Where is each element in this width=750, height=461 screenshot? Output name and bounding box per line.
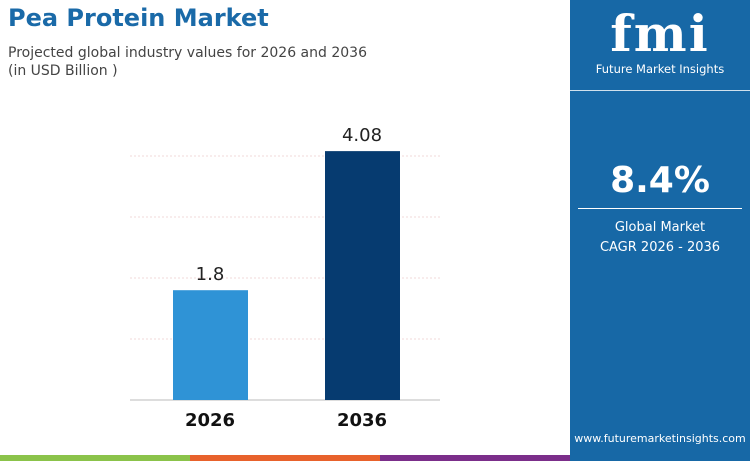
cagr-value: 8.4% [610,160,710,201]
bar-2026 [173,290,248,400]
subtitle-line-2: (in USD Billion ) [8,63,118,79]
logo-mark: fmi [610,4,710,63]
divider [570,90,750,91]
stripe-purple [380,455,570,461]
stripe-green [0,455,190,461]
bar-2036 [325,151,400,400]
cagr-label: Global Market CAGR 2026 - 2036 [570,218,750,258]
divider [578,208,742,209]
info-panel: fmi Future Market Insights 8.4% Global M… [570,0,750,461]
cagr-label-2: CAGR 2026 - 2036 [599,240,721,255]
fmi-logo: fmi Future Market Insights [570,4,750,77]
chart-subtitle: Projected global industry values for 202… [8,44,367,80]
data-label: 4.08 [342,125,382,146]
subtitle-line-1: Projected global industry values for 202… [8,45,367,61]
website-link[interactable]: www.futuremarketinsights.com [574,432,746,445]
x-tick-label: 2036 [337,410,387,431]
stripe-orange [190,455,380,461]
cagr-label-1: Global Market [614,220,706,235]
chart-title: Pea Protein Market [8,4,269,32]
data-label: 1.8 [196,264,225,285]
logo-subtitle: Future Market Insights [595,62,725,76]
bar-chart: 1.8 2026 4.08 2036 [130,125,440,431]
x-tick-label: 2026 [185,410,235,431]
